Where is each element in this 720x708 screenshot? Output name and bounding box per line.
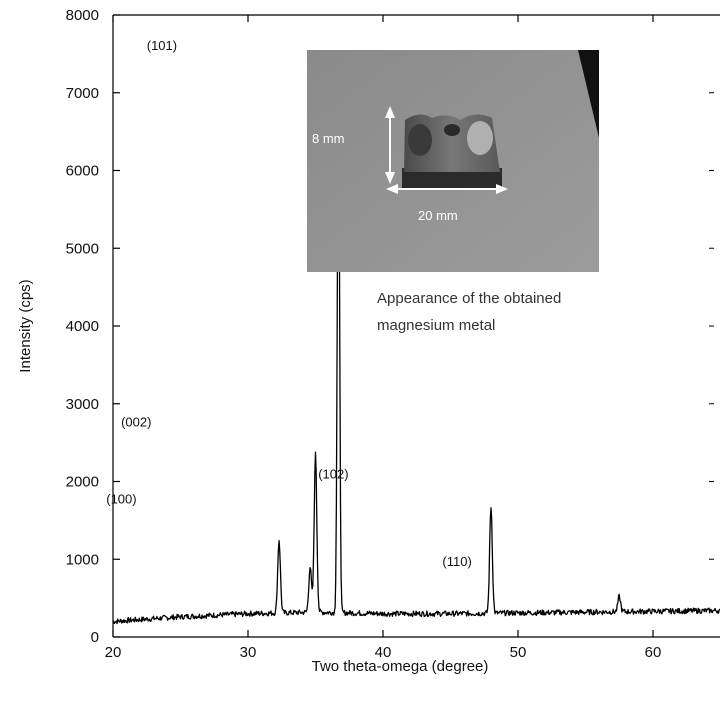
sample-cavity-mid <box>444 124 460 136</box>
photo-dark-corner <box>578 50 599 138</box>
inset-caption-line2: magnesium metal <box>377 317 495 334</box>
width-label: 20 mm <box>418 208 458 223</box>
sample-base <box>402 168 502 188</box>
y-tick-label: 1000 <box>66 551 99 568</box>
sample-cavity-right <box>467 121 493 155</box>
height-arrow-head-top <box>385 106 395 118</box>
right-axis-ticks <box>709 92 714 560</box>
y-tick-label: 0 <box>91 629 99 646</box>
peak-annotation: (100) <box>106 491 136 506</box>
diffraction-trace <box>112 70 720 625</box>
x-tick-label: 50 <box>510 644 527 661</box>
y-tick-label: 5000 <box>66 240 99 257</box>
sample-photo-inset: 8 mm 20 mm <box>307 50 599 272</box>
y-tick-label: 6000 <box>66 163 99 180</box>
y-tick-label: 4000 <box>66 318 99 335</box>
y-tick-label: 8000 <box>66 7 99 24</box>
y-tick-label: 3000 <box>66 396 99 413</box>
peak-annotation: (101) <box>147 38 177 53</box>
height-arrow-head-bottom <box>385 172 395 184</box>
sample-cavity-left <box>408 124 432 156</box>
peak-annotation: (102) <box>318 466 348 481</box>
x-tick-label: 60 <box>645 644 662 661</box>
width-arrow-head-right <box>496 184 508 194</box>
y-tick-label: 2000 <box>66 474 99 491</box>
x-tick-label: 20 <box>105 644 122 661</box>
y-axis-title: Intensity (cps) <box>17 279 34 372</box>
y-axis-ticks: 0 1000 2000 3000 4000 5000 6000 7000 8000 <box>66 7 120 646</box>
inset-caption-line1: Appearance of the obtained <box>377 290 561 307</box>
peak-annotation: (002) <box>121 414 151 429</box>
x-tick-label: 30 <box>240 644 257 661</box>
width-arrow-head-left <box>386 184 398 194</box>
x-tick-label: 40 <box>375 644 392 661</box>
x-axis-title: Two theta-omega (degree) <box>312 658 489 675</box>
x-axis-ticks: 20 30 40 50 60 <box>105 15 662 661</box>
height-label: 8 mm <box>312 131 345 146</box>
peak-annotation: (110) <box>442 554 471 569</box>
peak-annotations: (101) (002) (100) (102) (110) <box>106 38 472 569</box>
y-tick-label: 7000 <box>66 85 99 102</box>
